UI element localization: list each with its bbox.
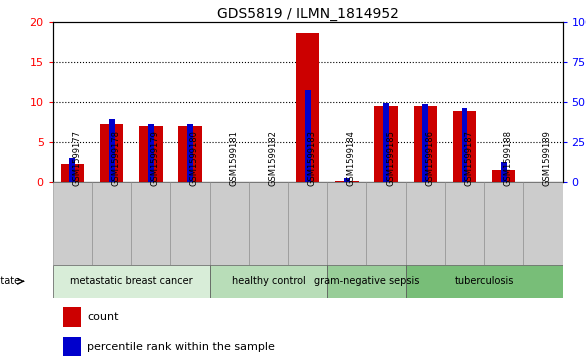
- Bar: [63, 307, 81, 327]
- Bar: [63, 337, 81, 356]
- Bar: [210, 182, 249, 265]
- Text: GSM1599179: GSM1599179: [151, 130, 160, 186]
- Bar: [148, 124, 154, 182]
- Text: count: count: [87, 312, 119, 322]
- Bar: [445, 182, 484, 265]
- Bar: [492, 170, 516, 182]
- Bar: [249, 182, 288, 265]
- Bar: [288, 182, 327, 265]
- Bar: [60, 164, 84, 182]
- Bar: [139, 126, 162, 182]
- Text: GSM1599180: GSM1599180: [190, 130, 199, 186]
- Bar: [484, 182, 523, 265]
- Bar: [171, 182, 210, 265]
- Bar: [423, 104, 428, 182]
- Bar: [406, 265, 563, 298]
- Text: percentile rank within the sample: percentile rank within the sample: [87, 342, 275, 352]
- Bar: [131, 182, 171, 265]
- Bar: [53, 265, 210, 298]
- Text: GSM1599182: GSM1599182: [268, 130, 277, 186]
- Title: GDS5819 / ILMN_1814952: GDS5819 / ILMN_1814952: [217, 7, 398, 21]
- Text: GSM1599188: GSM1599188: [504, 130, 513, 186]
- Bar: [187, 124, 193, 182]
- Bar: [108, 119, 114, 182]
- Bar: [296, 33, 319, 182]
- Text: GSM1599181: GSM1599181: [229, 130, 239, 186]
- Text: GSM1599184: GSM1599184: [347, 130, 356, 186]
- Bar: [374, 106, 398, 182]
- Text: GSM1599178: GSM1599178: [111, 130, 121, 186]
- Bar: [327, 182, 366, 265]
- Bar: [453, 111, 476, 182]
- Bar: [335, 181, 359, 182]
- Text: GSM1599186: GSM1599186: [425, 130, 434, 186]
- Text: GSM1599177: GSM1599177: [72, 130, 81, 186]
- Bar: [406, 182, 445, 265]
- Text: GSM1599187: GSM1599187: [465, 130, 473, 186]
- Bar: [100, 124, 123, 182]
- Bar: [414, 106, 437, 182]
- Bar: [178, 126, 202, 182]
- Text: metastatic breast cancer: metastatic breast cancer: [70, 276, 192, 286]
- Bar: [92, 182, 131, 265]
- Bar: [501, 162, 507, 182]
- Text: disease state: disease state: [0, 276, 20, 286]
- Text: tuberculosis: tuberculosis: [454, 276, 514, 286]
- Bar: [383, 103, 389, 182]
- Bar: [210, 265, 327, 298]
- Text: gram-negative sepsis: gram-negative sepsis: [314, 276, 419, 286]
- Bar: [366, 182, 406, 265]
- Bar: [344, 178, 350, 182]
- Bar: [462, 108, 468, 182]
- Text: GSM1599185: GSM1599185: [386, 130, 395, 186]
- Bar: [69, 158, 75, 182]
- Text: GSM1599183: GSM1599183: [308, 130, 316, 186]
- Bar: [305, 90, 311, 182]
- Text: GSM1599189: GSM1599189: [543, 130, 552, 186]
- Bar: [523, 182, 563, 265]
- Text: healthy control: healthy control: [231, 276, 305, 286]
- Bar: [327, 265, 406, 298]
- Bar: [53, 182, 92, 265]
